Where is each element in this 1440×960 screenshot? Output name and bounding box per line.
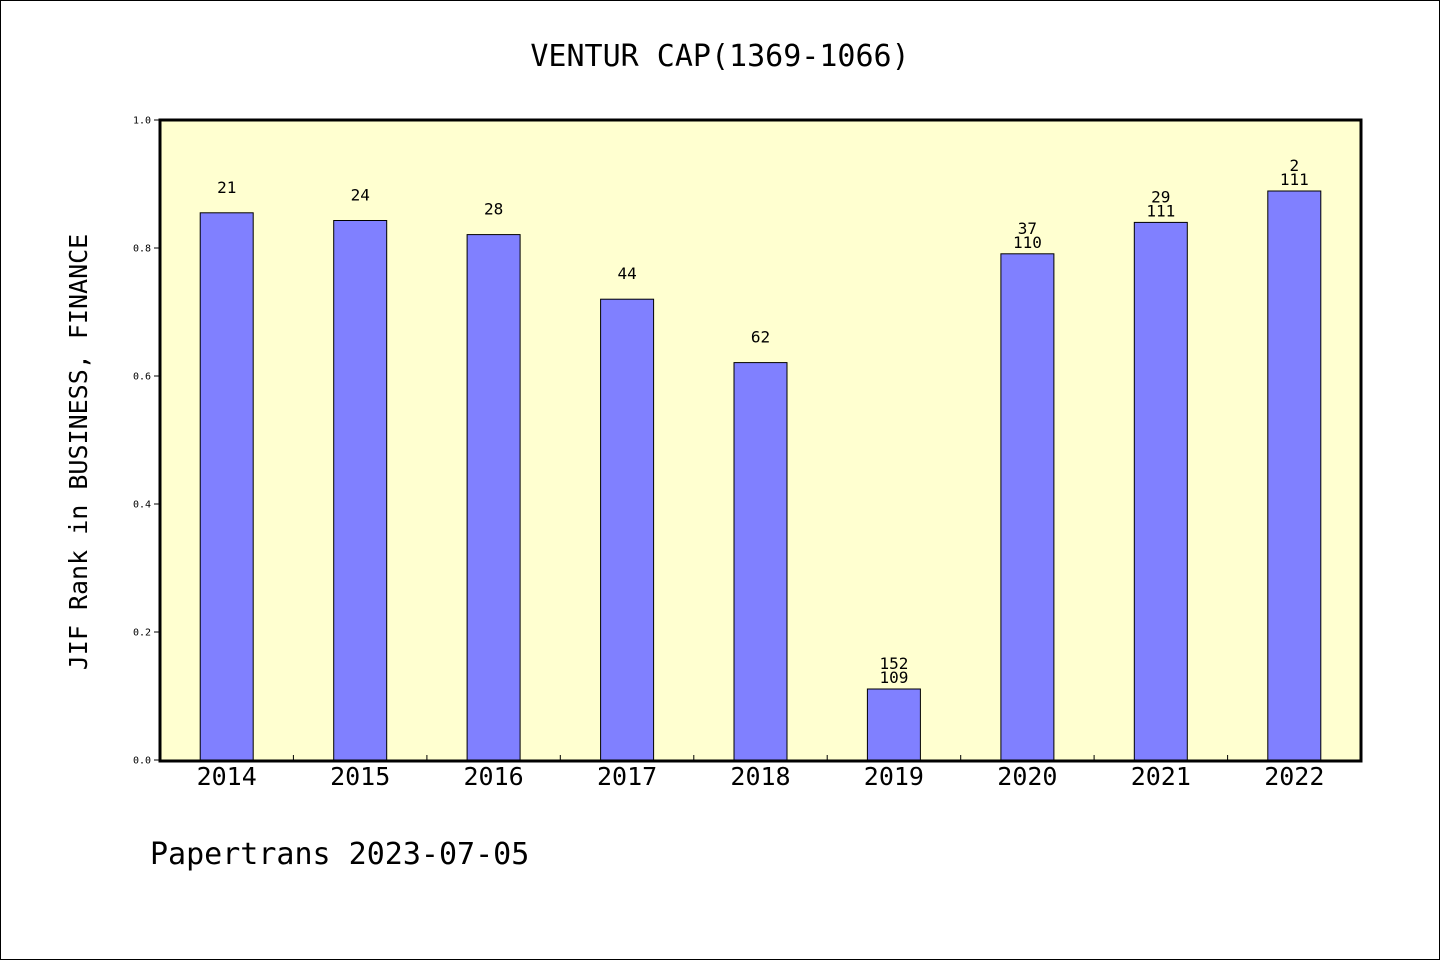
bar-2019: [866, 688, 921, 761]
y-tick-label: 0.4: [133, 500, 151, 511]
y-tick-label: 0.2: [133, 628, 151, 639]
y-axis-label: JIF Rank in BUSINESS, FINANCE: [64, 234, 93, 671]
data-label-rank-2020: 37: [1018, 219, 1037, 238]
y-tick-label: 1.0: [133, 116, 151, 127]
x-tick-label-2017: 2017: [597, 762, 657, 791]
data-label-rank-2022: 2: [1289, 156, 1299, 175]
data-label-rank-2018: 62: [751, 328, 770, 347]
x-tick-label-2015: 2015: [330, 762, 390, 791]
y-tick-label: 0.0: [133, 756, 151, 767]
data-label-rank-2014: 21: [217, 178, 236, 197]
data-label-total-2021: 111: [1146, 201, 1175, 220]
data-label-total-2019: 109: [879, 668, 908, 687]
data-label-rank-2015: 24: [351, 186, 370, 205]
plot-border: [158, 118, 1363, 763]
data-label-total-2020: 110: [1013, 233, 1042, 252]
y-tick-label: 0.8: [133, 244, 151, 255]
data-label-rank-2019: 152: [879, 654, 908, 673]
bar-2016: [466, 234, 521, 761]
x-tick-label-2022: 2022: [1264, 762, 1324, 791]
bar-2021: [1133, 221, 1188, 761]
x-tick-label-2014: 2014: [197, 762, 257, 791]
x-tick-label-2018: 2018: [730, 762, 790, 791]
bar-2022: [1267, 190, 1322, 761]
x-axis: 2014 2015 2016 2017 2018 2019 2020 2021 2022: [197, 755, 1324, 791]
data-label-rank-2016: 28: [484, 200, 503, 219]
bar-2017: [600, 298, 655, 761]
y-tick-label: 0.6: [133, 372, 151, 383]
bar-2014: [199, 212, 254, 761]
bars-group: [199, 190, 1322, 761]
chart-title: VENTUR CAP(1369-1066): [530, 39, 909, 74]
data-label-rank-2017: 44: [617, 264, 636, 283]
footer-text: Papertrans 2023-07-05: [150, 837, 529, 872]
data-label-total-2022: 111: [1280, 170, 1309, 189]
bar-2015: [333, 220, 388, 761]
x-tick-label-2019: 2019: [864, 762, 924, 791]
x-tick-label-2020: 2020: [997, 762, 1057, 791]
data-label-rank-2021: 29: [1151, 187, 1170, 206]
y-axis: 0.0 0.2 0.4 0.6 0.8 1.0: [133, 116, 160, 767]
bar-2018: [733, 362, 788, 761]
x-tick-label-2016: 2016: [463, 762, 523, 791]
x-tick-label-2021: 2021: [1131, 762, 1191, 791]
bar-2020: [1000, 253, 1055, 761]
